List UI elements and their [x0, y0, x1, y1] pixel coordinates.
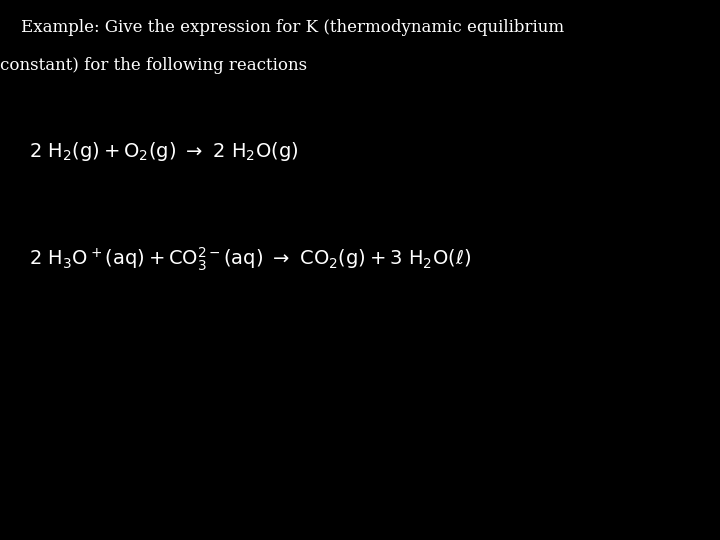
- Text: $\mathrm{2\ H_3O^+(aq) + CO_3^{2-}(aq)\ \rightarrow\ CO_2(g) + 3\ H_2O(\ell)}$: $\mathrm{2\ H_3O^+(aq) + CO_3^{2-}(aq)\ …: [29, 246, 471, 273]
- Text: constant) for the following reactions: constant) for the following reactions: [0, 57, 307, 73]
- Text: $\mathrm{2\ H_2(g) + O_2(g)\ \rightarrow\ 2\ H_2O(g)}$: $\mathrm{2\ H_2(g) + O_2(g)\ \rightarrow…: [29, 140, 298, 163]
- Text: Example: Give the expression for K (thermodynamic equilibrium: Example: Give the expression for K (ther…: [0, 19, 564, 36]
